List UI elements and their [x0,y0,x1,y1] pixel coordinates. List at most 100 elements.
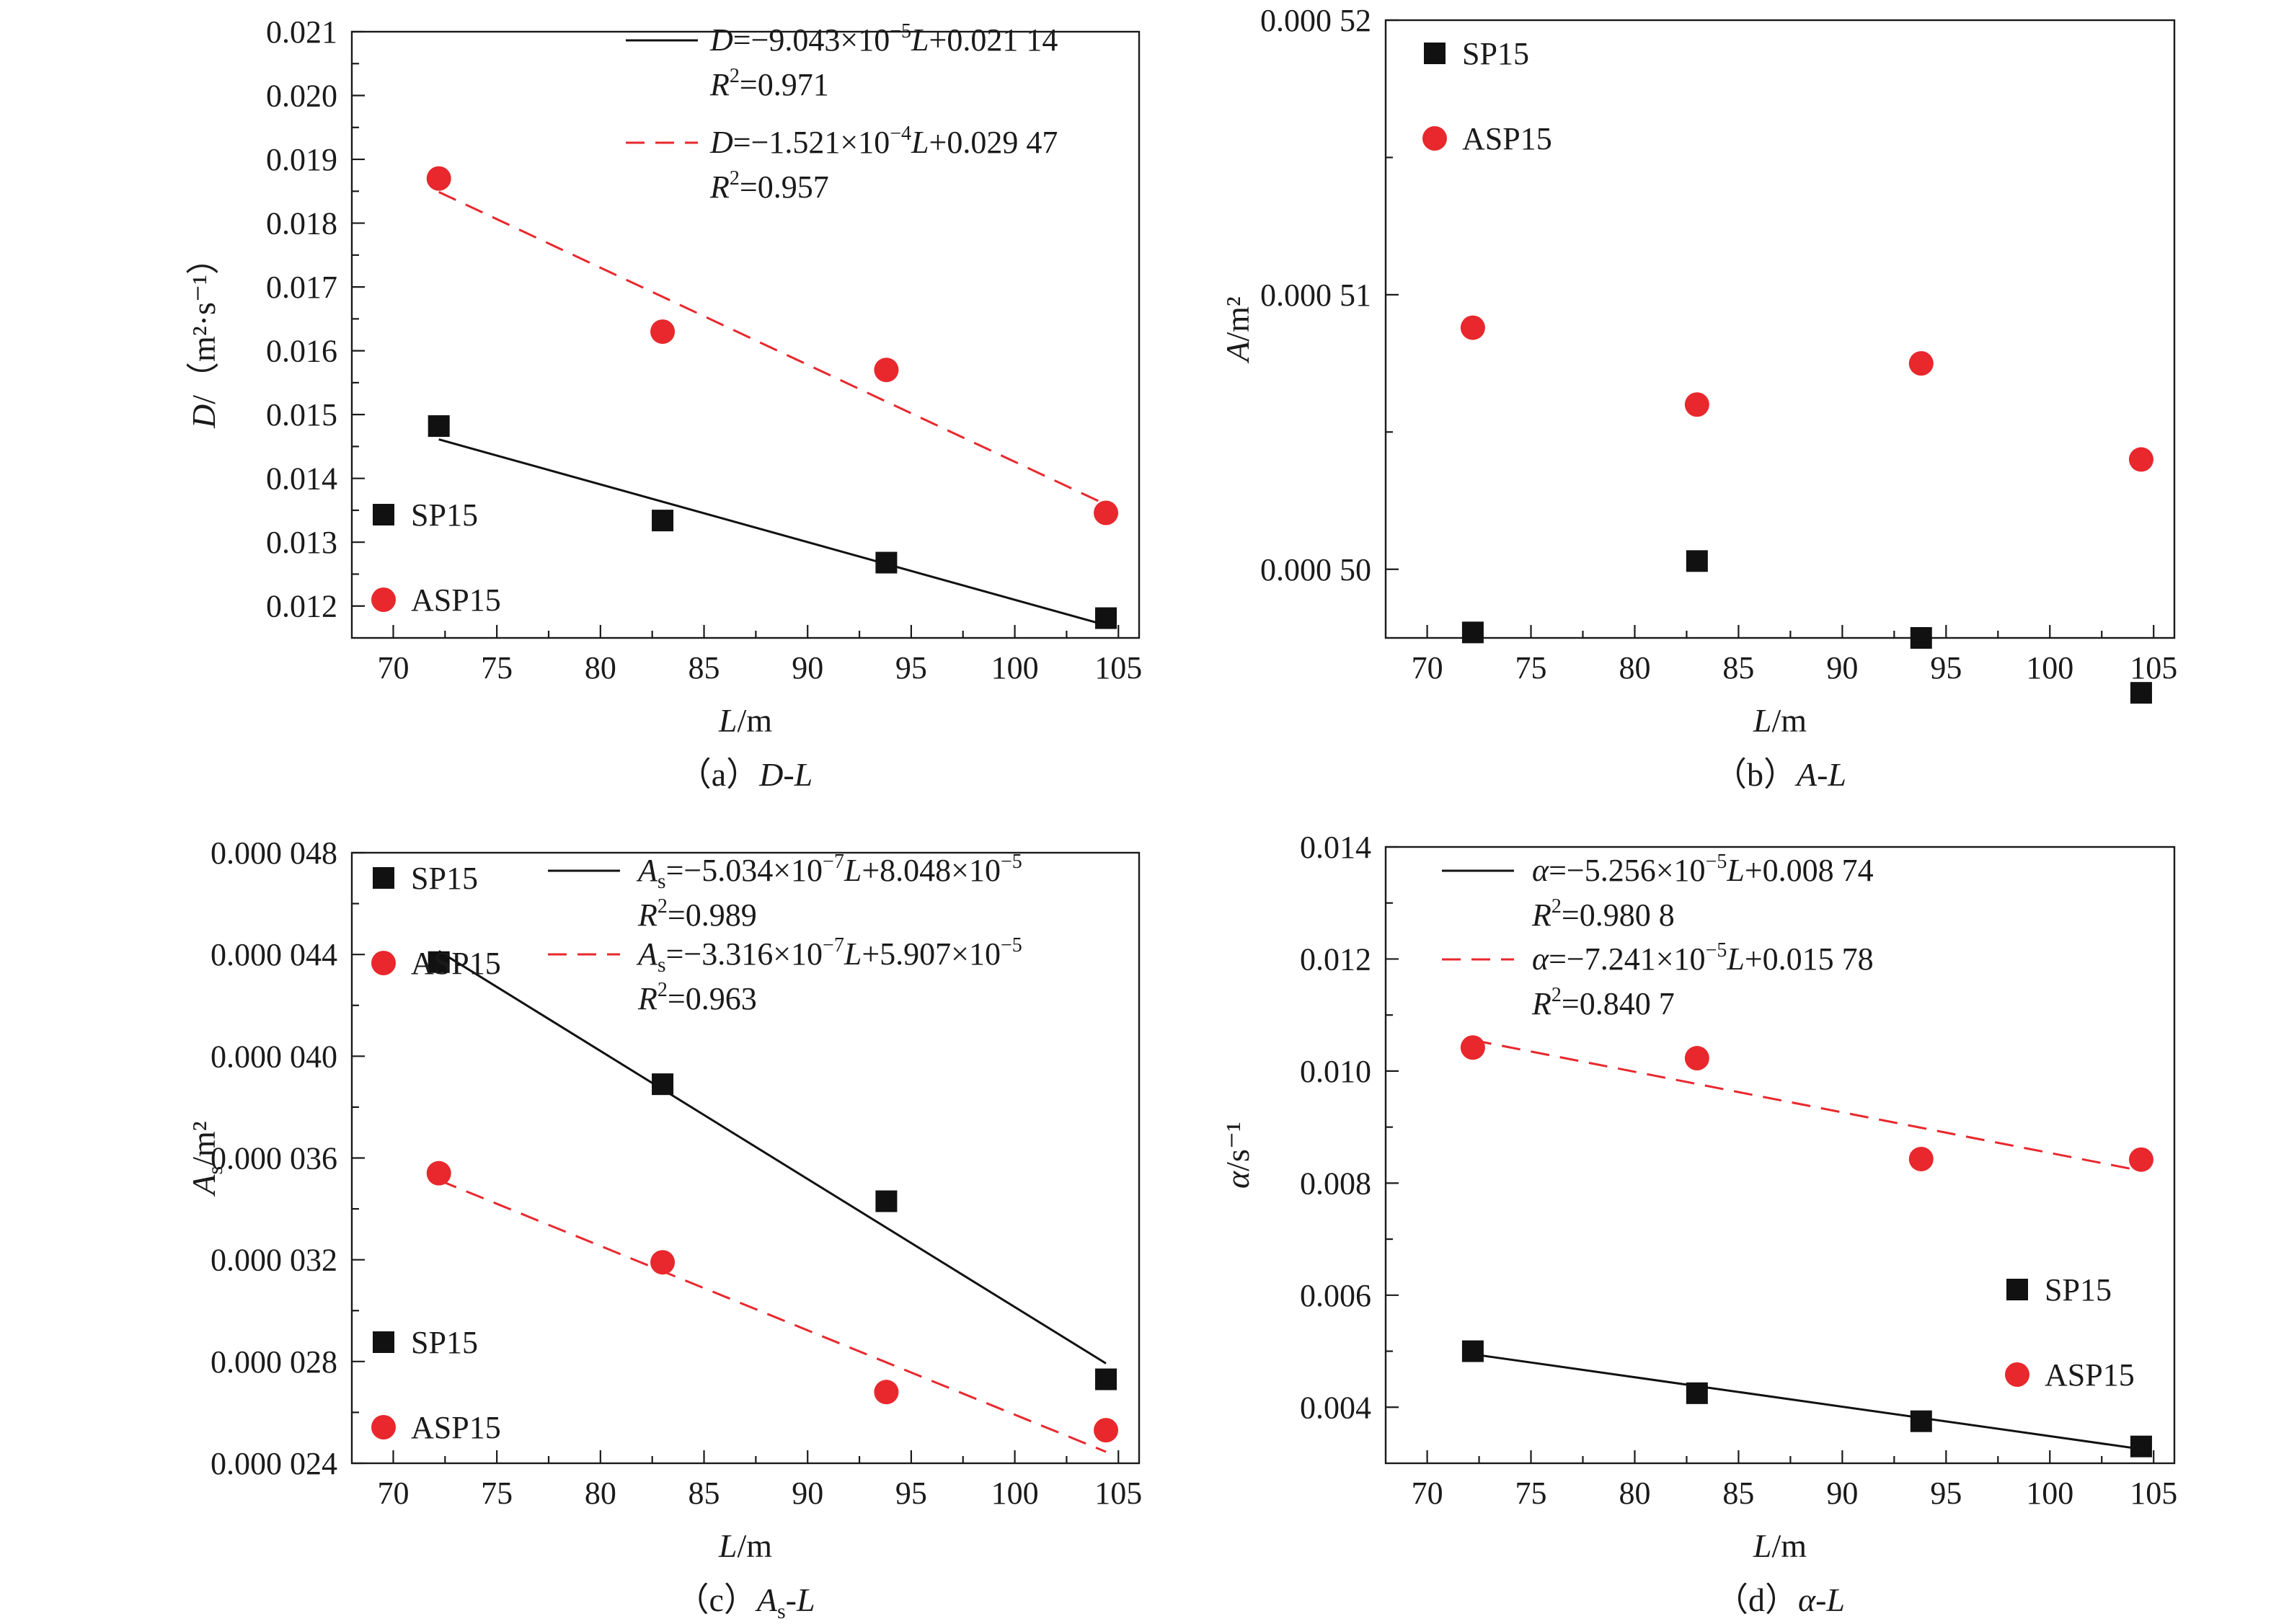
fit-equation: D=−1.521×10−4L+0.029 47 [709,123,1058,160]
x-tick-label: 75 [1515,650,1547,685]
legend-item-asp15: ASP15 [371,582,501,618]
x-tick-label: 90 [1826,650,1858,685]
fit-legend-sp15: α=−5.256×10−5L+0.008 74 R2=0.980 8 [1442,851,1874,933]
eq-x-variable: L [844,936,862,972]
caption-prefix: （c） [676,1581,756,1618]
caption-title: A [755,1581,778,1618]
y-tick-label: 0.014 [1300,830,1371,865]
data-point-sp15 [1095,607,1117,629]
caption-title: D-L [758,756,813,793]
caption-title: A-L [1794,756,1846,793]
x-tick-label: 105 [2130,1476,2177,1511]
y-tick-label: 0.012 [1300,941,1371,977]
eq-intercept: +5.907×10 [862,936,1001,972]
fit-line-sp15 [1472,1353,2142,1450]
legend-label: SP15 [411,861,478,896]
x-tick-label: 105 [2130,650,2177,685]
y-tick-label: 0.000 028 [211,1344,337,1380]
x-tick-label: 80 [585,1476,616,1511]
y-tick-label: 0.000 50 [1260,552,1371,587]
fit-r-squared: R2=0.957 [709,167,829,205]
r2-superscript: 2 [1551,984,1562,1006]
y-tick-label: 0.000 51 [1260,278,1371,313]
eq-coefficient: =−9.043×10 [733,22,890,58]
r2-symbol: R [1531,897,1551,933]
caption-prefix: （a） [678,756,759,793]
eq-intercept: +0.029 47 [929,125,1058,160]
eq-x-variable: L [844,853,862,888]
eq-variable-subscript: s [658,953,666,977]
y-tick-label: 0.000 048 [211,835,337,871]
r2-symbol: R [1531,986,1551,1021]
x-tick-label: 95 [895,650,927,685]
fit-equation: As=−5.034×10−7L+8.048×10−5 [636,851,1022,893]
data-point-sp15 [1461,621,1484,644]
x-axis-label: L/m [718,1527,772,1564]
legend-label: ASP15 [411,1410,501,1445]
panel-b: 70 75 80 85 90 95 100 105 0.000 50 0.000 51 0.000 … [1219,3,2177,793]
data-point-asp15 [1094,500,1119,525]
y-tick-label: 0.015 [266,397,337,432]
eq-variable: α [1532,853,1549,888]
x-tick-label: 90 [792,650,823,685]
x-tick-label: 100 [2026,1476,2073,1511]
legend-marker-sp15 [373,1331,394,1353]
y-axis-label: D/（m²·s⁻¹） [185,241,222,429]
data-point-asp15 [2128,447,2153,472]
data-point-sp15 [1095,1368,1117,1390]
eq-variable: D [709,125,733,160]
x-tick-label: 75 [1515,1476,1547,1511]
y-tick-label: 0.000 024 [211,1446,337,1481]
r2-superscript: 2 [1551,895,1562,918]
caption-prefix: （d） [1715,1581,1798,1618]
x-tick-label: 90 [792,1476,823,1511]
fit-equation: α=−5.256×10−5L+0.008 74 [1532,851,1874,888]
r2-superscript: 2 [730,167,740,190]
data-point-sp15 [2130,1435,2152,1457]
eq-exponent: −5 [1706,939,1727,962]
y-tick-label: 0.004 [1300,1390,1371,1425]
r2-superscript: 2 [730,65,740,87]
plot-area-frame [350,30,1141,639]
y-tick-label: 0.020 [266,79,337,114]
fit-r-squared: R2=0.980 8 [1531,895,1675,933]
data-point-asp15 [1094,1418,1119,1443]
fit-legend-asp15: D=−1.521×10−4L+0.029 47 R2=0.957 [626,123,1058,205]
data-point-asp15 [426,1161,451,1186]
legend-label: SP15 [411,497,478,533]
x-tick-label: 95 [1930,1476,1962,1511]
fit-line-asp15 [438,1179,1107,1453]
y-tick-label: 0.000 044 [211,937,337,972]
x-axis-variable: L [1753,1527,1772,1564]
y-axis-unit: /s⁻¹ [1219,1122,1256,1171]
x-tick-label: 105 [1094,650,1142,685]
panel-caption: （a）D-L [678,756,813,793]
legend-item-sp15: SP15 [2006,1272,2112,1308]
y-tick-label: 0.021 [266,14,337,50]
data-point-sp15 [1686,550,1708,572]
eq-intercept-exponent: −5 [1001,851,1022,873]
panel-caption: （c）As-L [676,1581,815,1623]
fit-equation: D=−9.043×10−5L+0.021 14 [709,20,1058,58]
y-tick-label: 0.010 [1300,1054,1371,1089]
fit-line-sp15 [438,438,1107,626]
legend-marker-sp15 [373,504,394,525]
data-point-asp15 [1908,351,1934,376]
eq-exponent: −7 [823,934,844,957]
x-tick-label: 100 [2026,650,2073,685]
legend-item-asp15: ASP15 [371,1410,501,1445]
y-tick-label: 0.017 [266,270,337,305]
eq-intercept-exponent: −5 [1001,934,1022,957]
data-point-asp15 [1460,1035,1485,1060]
data-point-asp15 [1684,1046,1709,1071]
legend-marker-asp15 [2005,1362,2029,1387]
data-point-asp15 [650,319,676,345]
r2-superscript: 2 [658,895,668,918]
y-tick-label: 0.013 [266,525,337,560]
x-axis-unit: /m [1772,1527,1807,1564]
data-point-asp15 [874,1380,899,1405]
eq-x-variable: L [911,22,929,58]
legend-item-sp15: SP15 [373,497,478,533]
caption-title: α-L [1798,1581,1845,1618]
